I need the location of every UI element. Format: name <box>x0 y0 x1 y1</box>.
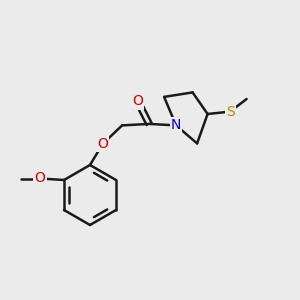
Text: S: S <box>226 105 235 118</box>
Text: O: O <box>97 137 108 151</box>
Text: O: O <box>132 94 143 108</box>
Text: O: O <box>34 172 46 185</box>
Text: N: N <box>171 118 181 132</box>
